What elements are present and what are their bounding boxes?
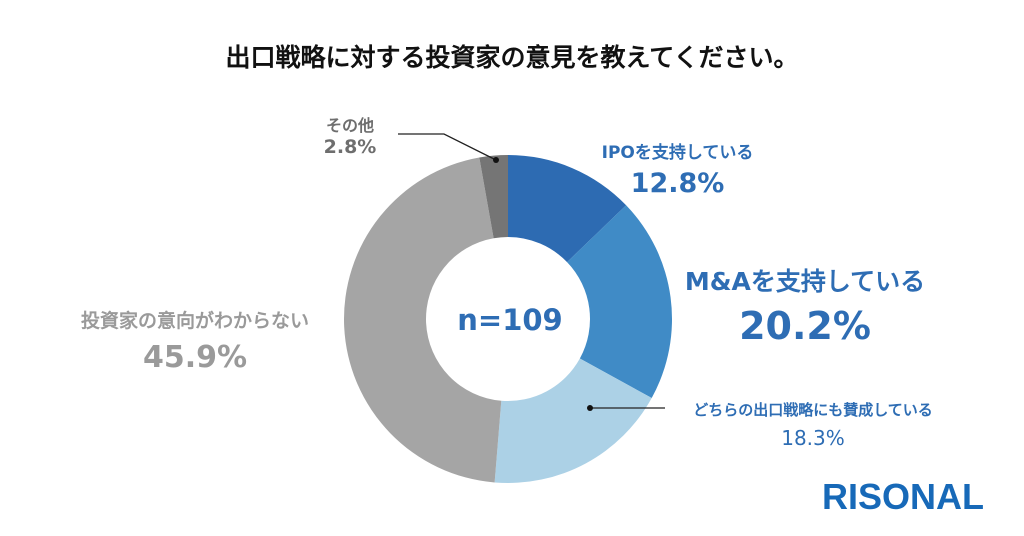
value-ipo: 12.8% (630, 168, 725, 199)
donut-slice-4 (479, 155, 508, 239)
risonal-logo: RISONAL (822, 476, 984, 517)
donut-slice-0 (508, 155, 627, 263)
chart-title: 出口戦略に対する投資家の意見を教えてください。 (225, 43, 799, 72)
label-unknown: 投資家の意向がわからない (80, 310, 309, 332)
label-ipo: IPOを支持している (601, 143, 754, 163)
donut-slice-2 (494, 358, 652, 483)
donut-slice-3 (343, 157, 502, 483)
label-ma: M&Aを支持している (684, 267, 926, 296)
leader-dot-other (493, 157, 499, 163)
center-n-label: n=109 (457, 303, 563, 337)
label-other: その他 (325, 116, 374, 135)
value-other: 2.8% (323, 136, 377, 158)
value-unknown: 45.9% (142, 340, 248, 375)
leader-line-other (398, 133, 497, 161)
value-ma: 20.2% (739, 304, 871, 348)
label-both: どちらの出口戦略にも賛成している (693, 401, 933, 419)
leader-dot-both (587, 405, 593, 411)
donut-slice-1 (567, 205, 672, 399)
value-both: 18.3% (781, 426, 845, 450)
